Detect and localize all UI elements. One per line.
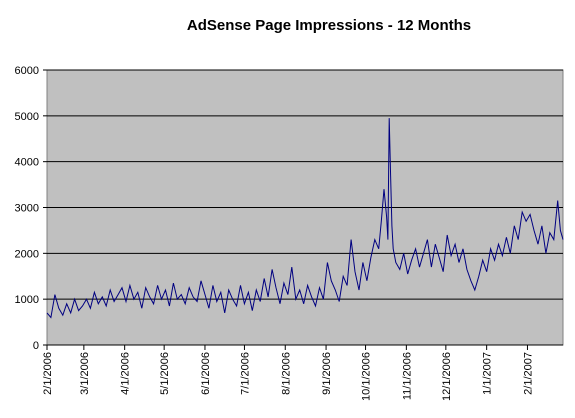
x-tick-label: 2/1/2006	[42, 352, 54, 395]
x-tick-label: 7/1/2006	[239, 352, 251, 395]
x-tick-label: 12/1/2006	[441, 352, 453, 401]
x-tick-label: 4/1/2006	[120, 352, 132, 395]
x-tick-label: 10/1/2006	[361, 352, 373, 401]
x-tick-label: 8/1/2006	[280, 352, 292, 395]
x-tick-label: 2/1/2007	[522, 352, 534, 395]
y-tick-label: 0	[33, 340, 39, 352]
chart-title: AdSense Page Impressions - 12 Months	[187, 17, 471, 34]
x-axis: 2/1/2006 3/1/2006 4/1/2006 5/1/2006 6/1/2006…	[42, 344, 563, 401]
x-tick-label: 6/1/2006	[200, 352, 212, 395]
y-tick-label: 2000	[15, 248, 39, 260]
x-tick-label: 3/1/2006	[79, 352, 91, 395]
x-tick-label: 11/1/2006	[401, 352, 413, 400]
x-tick-label: 5/1/2006	[159, 352, 171, 395]
y-tick-label: 5000	[15, 111, 39, 123]
gridlines	[47, 69, 563, 300]
y-tick-label: 4000	[15, 157, 39, 169]
x-tick-label: 9/1/2006	[321, 352, 333, 395]
x-tick-label: 1/1/2007	[482, 352, 494, 395]
y-axis: 0 1000 2000 3000 4000 5000 6000	[15, 65, 47, 352]
y-tick-label: 3000	[15, 203, 39, 215]
y-tick-label: 6000	[15, 65, 39, 77]
series-line	[46, 118, 564, 319]
y-tick-label: 1000	[15, 294, 39, 306]
